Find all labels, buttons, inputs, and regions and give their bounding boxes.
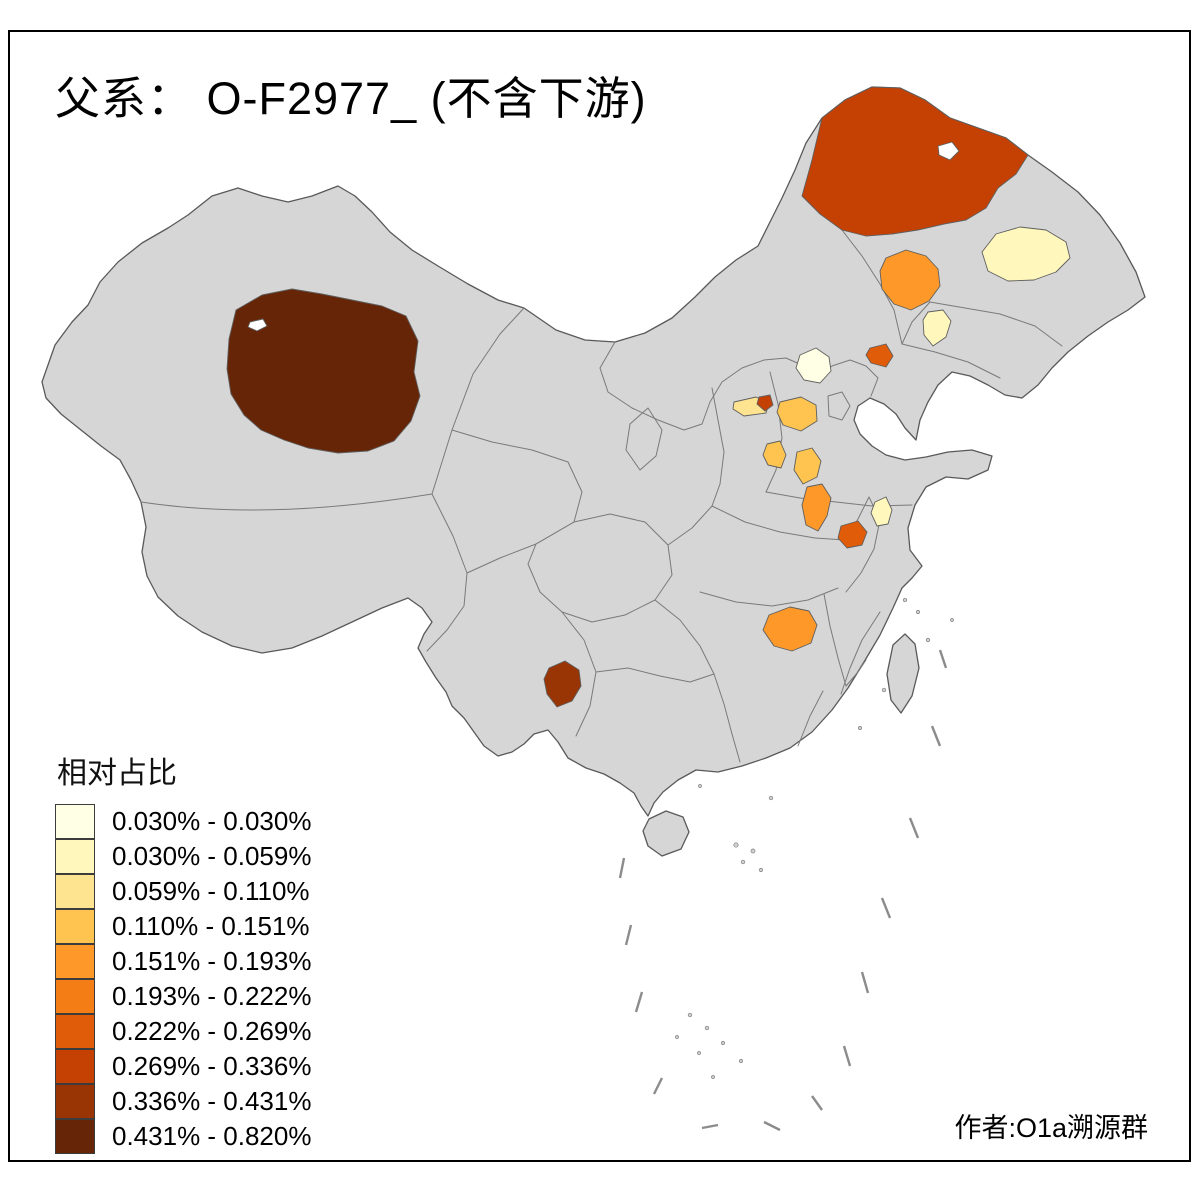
region-hebei-central-dark-dot <box>756 394 774 412</box>
region-xinjiang-east-darkest <box>226 288 421 454</box>
legend-label: 0.222% - 0.269% <box>112 1016 312 1046</box>
region-beijing-pale <box>795 347 832 384</box>
hainan-island-shape <box>642 810 690 857</box>
region-jiangsu-north-dark-orange <box>837 520 868 549</box>
legend-swatch <box>55 943 95 979</box>
legend-title: 相对占比 <box>57 757 177 790</box>
region-heilongjiang-west-pale <box>981 226 1071 282</box>
legend: 相对占比 0.030% - 0.030% 0.030% - 0.059% 0.0… <box>55 748 311 1154</box>
region-shandong-west-orange <box>801 483 832 532</box>
legend-swatch <box>55 803 95 839</box>
region-jiangsu-coast-pale <box>870 496 893 527</box>
region-hunan-north-orange <box>762 606 818 652</box>
legend-label: 0.193% - 0.222% <box>112 981 312 1011</box>
legend-label: 0.059% - 0.110% <box>112 876 310 906</box>
taiwan-island-shape <box>886 633 920 714</box>
region-heilongjiang-southwest-orange <box>879 249 941 311</box>
attribution-text: 作者:O1a溯源群 <box>954 1113 1148 1143</box>
region-inner-mongolia-northeast <box>801 86 1029 237</box>
legend-label: 0.110% - 0.151% <box>112 911 310 941</box>
region-jilin-west-pale <box>922 309 952 347</box>
legend-label: 0.431% - 0.820% <box>112 1121 312 1151</box>
legend-label: 0.030% - 0.059% <box>112 841 312 871</box>
legend-swatch <box>55 1048 95 1084</box>
legend-swatch <box>55 908 95 944</box>
legend-label: 0.151% - 0.193% <box>112 946 312 976</box>
south-china-sea-islands <box>675 597 954 1079</box>
china-mainland-shape <box>41 86 1146 817</box>
legend-item: 0.030% - 0.030% <box>55 803 312 839</box>
region-hebei-east-light-orange <box>776 396 818 432</box>
legend-item: 0.110% - 0.151% <box>55 908 311 944</box>
region-liaoning-west-orange <box>865 343 894 368</box>
legend-item: 0.151% - 0.193% <box>55 943 312 979</box>
legend-swatch <box>55 1083 95 1119</box>
plot-title: 父系： O-F2977_ (不含下游) <box>55 73 647 124</box>
legend-item: 0.431% - 0.820% <box>55 1118 312 1154</box>
legend-swatch <box>55 1118 95 1154</box>
legend-swatch <box>55 978 95 1014</box>
region-hebei-south-small-b <box>793 447 822 485</box>
legend-swatch <box>55 873 95 909</box>
highlighted-regions <box>226 86 1071 708</box>
legend-item: 0.222% - 0.269% <box>55 1013 312 1049</box>
legend-swatch <box>55 1013 95 1049</box>
legend-item: 0.030% - 0.059% <box>55 838 312 874</box>
enclave-in-inner-mongolia <box>937 141 960 161</box>
legend-swatch <box>55 838 95 874</box>
legend-item: 0.059% - 0.110% <box>55 873 311 909</box>
legend-label: 0.030% - 0.030% <box>112 806 312 836</box>
enclave-in-xinjiang <box>247 318 268 332</box>
legend-item: 0.193% - 0.222% <box>55 978 312 1014</box>
legend-label: 0.336% - 0.431% <box>112 1086 312 1116</box>
nine-dash-line <box>618 649 948 1132</box>
region-shanxi-hebei-small-a <box>762 440 787 469</box>
region-yunnan-central-dark-red <box>543 660 582 708</box>
legend-item: 0.269% - 0.336% <box>55 1048 312 1084</box>
legend-item: 0.336% - 0.431% <box>55 1083 312 1119</box>
legend-label: 0.269% - 0.336% <box>112 1051 312 1081</box>
